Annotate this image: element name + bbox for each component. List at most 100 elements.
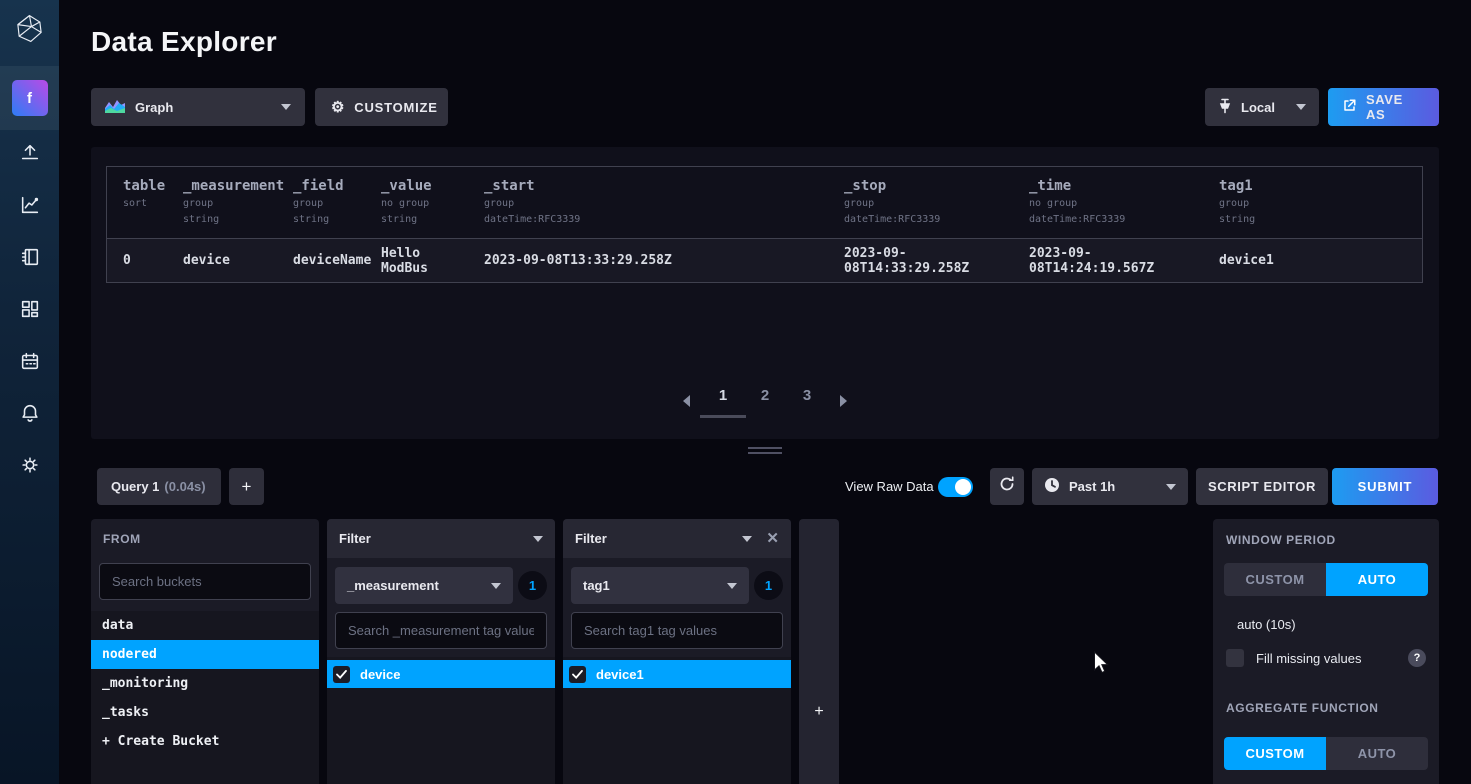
window-period-title: WINDOW PERIOD	[1226, 533, 1336, 547]
org-avatar-label: f	[27, 89, 32, 107]
query-options-panel: WINDOW PERIOD CUSTOM AUTO auto (10s) Fil…	[1213, 519, 1439, 784]
create-bucket-button[interactable]: + Create Bucket	[102, 734, 220, 749]
selected-count-badge: 1	[754, 571, 783, 600]
save-as-label: SAVE AS	[1366, 92, 1403, 122]
customize-button[interactable]: ⚙ CUSTOMIZE	[315, 88, 448, 126]
pagination-page-2[interactable]: 2	[760, 387, 770, 404]
table-cell: device	[183, 253, 230, 268]
window-period-segmented: CUSTOM AUTO	[1224, 563, 1428, 596]
help-icon[interactable]: ?	[1408, 649, 1426, 667]
selected-count-badge: 1	[518, 571, 547, 600]
filter-card-tag1: Filter ✕ tag1 1 device1	[563, 519, 791, 784]
filter-type-dropdown[interactable]: Filter ✕	[563, 519, 791, 558]
submit-button[interactable]: SUBMIT	[1332, 468, 1438, 505]
bucket-item[interactable]: data	[102, 618, 134, 633]
sidebar-item-load-data[interactable]	[0, 129, 59, 181]
view-raw-data-toggle[interactable]	[938, 477, 973, 497]
sidebar-item-settings[interactable]	[0, 441, 59, 493]
sidebar-item-alerts[interactable]	[0, 389, 59, 441]
refresh-button[interactable]	[990, 468, 1024, 505]
column-header[interactable]: _field group string	[293, 178, 344, 225]
tag-value-list: device	[327, 657, 555, 784]
table-header-row: table sort _measurement group string _fi…	[107, 167, 1422, 238]
from-bucket-card: FROM data nodered _monitoring _tasks + C…	[91, 519, 319, 784]
tag-key-label: tag1	[583, 578, 610, 593]
tag-value-item-selected[interactable]: device	[327, 660, 555, 688]
column-header[interactable]: _start group dateTime:RFC3339	[484, 178, 581, 225]
plus-icon: +	[241, 476, 252, 496]
window-period-auto-button[interactable]: AUTO	[1326, 563, 1428, 596]
window-period-custom-button[interactable]: CUSTOM	[1224, 563, 1326, 596]
notebook-icon	[19, 246, 41, 273]
pagination-page-3[interactable]: 3	[802, 387, 812, 404]
save-as-button[interactable]: SAVE AS	[1328, 88, 1439, 126]
script-editor-label: SCRIPT EDITOR	[1208, 479, 1316, 494]
table-cell: 2023-09-08T14:24:19.567Z	[1029, 245, 1155, 276]
column-header[interactable]: table sort	[123, 178, 166, 209]
pagination-prev-icon[interactable]	[683, 394, 690, 407]
table-cell: 2023-09-08T13:33:29.258Z	[484, 253, 672, 268]
checkbox-unchecked-icon[interactable]	[1226, 649, 1244, 667]
time-range-dropdown[interactable]: Past 1h	[1032, 468, 1188, 505]
upload-icon	[19, 142, 41, 169]
filter-type-dropdown[interactable]: Filter	[327, 519, 555, 558]
column-header[interactable]: _time no group dateTime:RFC3339	[1029, 178, 1126, 225]
export-icon	[1342, 98, 1357, 116]
close-icon[interactable]: ✕	[766, 530, 779, 547]
sidebar-item-notebooks[interactable]	[0, 233, 59, 285]
column-header[interactable]: _stop group dateTime:RFC3339	[844, 178, 941, 225]
tag-value-list: device1	[563, 657, 791, 784]
view-type-dropdown[interactable]: Graph	[91, 88, 305, 126]
pin-icon	[1218, 98, 1232, 117]
column-header[interactable]: tag1 group string	[1219, 178, 1256, 225]
influxdb-logo-icon[interactable]	[14, 13, 45, 44]
window-period-value: auto (10s)	[1237, 617, 1296, 632]
bucket-item[interactable]: _tasks	[102, 705, 149, 720]
pagination-page-1[interactable]: 1	[714, 383, 732, 418]
pagination: 1 2 3	[91, 383, 1439, 418]
column-header[interactable]: _measurement group string	[183, 178, 285, 225]
measurement-search-input[interactable]	[335, 612, 547, 649]
table-cell: 2023-09-08T14:33:29.258Z	[844, 245, 970, 276]
chevron-down-icon	[281, 104, 291, 110]
fill-missing-values-row: Fill missing values ?	[1226, 649, 1426, 667]
context-dropdown[interactable]: Local	[1205, 88, 1319, 126]
toggle-knob	[955, 479, 971, 495]
query-tab[interactable]: Query 1 (0.04s)	[97, 468, 221, 505]
dashboards-icon	[19, 298, 41, 325]
org-avatar[interactable]: f	[11, 80, 48, 116]
table-row: 0 device deviceName Hello ModBus 2023-09…	[107, 238, 1422, 282]
script-editor-button[interactable]: SCRIPT EDITOR	[1196, 468, 1328, 505]
chevron-down-icon	[533, 535, 543, 542]
chevron-down-icon	[1296, 104, 1306, 110]
sidebar-item-dashboards[interactable]	[0, 285, 59, 337]
tag-key-dropdown[interactable]: _measurement	[335, 567, 513, 604]
org-avatar-wrap: f	[0, 66, 59, 130]
add-filter-card-button[interactable]: +	[799, 519, 839, 784]
tag-value-label: device	[360, 666, 401, 682]
tag-key-dropdown[interactable]: tag1	[571, 567, 749, 604]
gear-icon	[19, 454, 41, 481]
resize-handle[interactable]	[748, 447, 782, 457]
sidebar-item-data-explorer[interactable]	[0, 181, 59, 233]
tag1-search-input[interactable]	[571, 612, 783, 649]
bucket-item-selected[interactable]: nodered	[91, 640, 319, 669]
table-cell: 0	[123, 253, 131, 268]
tag-value-item-selected[interactable]: device1	[563, 660, 791, 688]
from-card-title: FROM	[103, 532, 141, 546]
nav-sidebar: f	[0, 0, 59, 784]
plus-icon: +	[814, 702, 824, 720]
bell-icon	[19, 402, 41, 429]
tag-key-label: _measurement	[347, 578, 439, 593]
column-header[interactable]: _value no group string	[381, 178, 432, 225]
sidebar-item-tasks[interactable]	[0, 337, 59, 389]
bucket-search-input[interactable]	[99, 563, 311, 600]
aggregate-auto-button[interactable]: AUTO	[1326, 737, 1428, 770]
add-query-button[interactable]: +	[229, 468, 264, 505]
mouse-cursor	[1093, 650, 1111, 680]
pagination-next-icon[interactable]	[840, 394, 847, 407]
aggregate-custom-button[interactable]: CUSTOM	[1224, 737, 1326, 770]
table-cell: device1	[1219, 253, 1274, 268]
table-cell: deviceName	[293, 253, 372, 268]
bucket-item[interactable]: _monitoring	[102, 676, 189, 691]
